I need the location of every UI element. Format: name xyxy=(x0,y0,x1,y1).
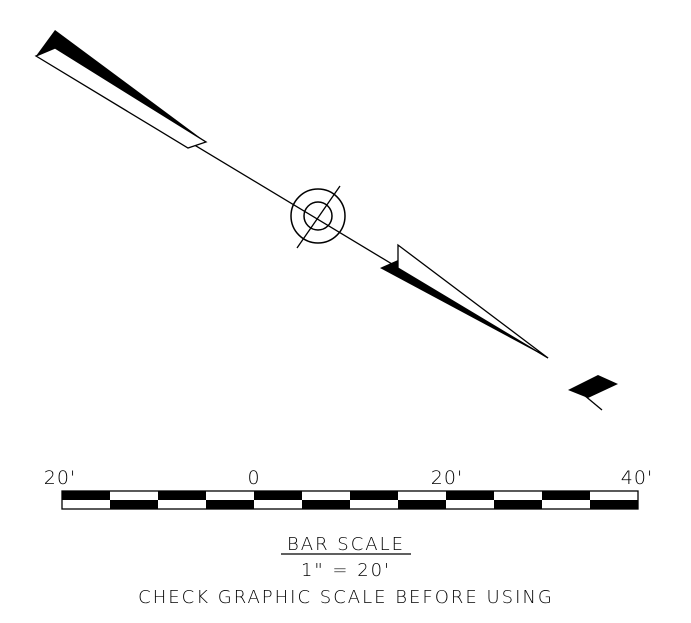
scale-bar xyxy=(61,490,639,510)
scale-segment-lower xyxy=(446,500,494,509)
scale-segment-upper xyxy=(542,491,590,500)
tick-label: 20' xyxy=(44,467,76,489)
scale-segment-lower xyxy=(62,500,110,509)
tick-label: 0 xyxy=(247,467,260,489)
scale-segment-upper xyxy=(398,491,446,500)
scale-segment-upper xyxy=(350,491,398,500)
scale-title: BAR SCALE xyxy=(287,534,405,555)
scale-segment-upper xyxy=(302,491,350,500)
arrowhead-outline xyxy=(397,243,549,359)
scale-segment-lower xyxy=(254,500,302,509)
scale-segment-upper xyxy=(446,491,494,500)
scale-segment-lower xyxy=(206,500,254,509)
tick-label: 40' xyxy=(621,467,653,489)
scale-segment-lower xyxy=(494,500,542,509)
tick-label: 20' xyxy=(431,467,463,489)
north-mark xyxy=(568,375,618,398)
scale-segment-upper xyxy=(494,491,542,500)
scale-segment-upper xyxy=(590,491,638,500)
scale-segment-lower xyxy=(158,500,206,509)
scale-note: CHECK GRAPHIC SCALE BEFORE USING xyxy=(138,587,554,608)
scale-ratio: 1" = 20' xyxy=(301,560,391,581)
scale-segment-lower xyxy=(110,500,158,509)
north-mark-stem xyxy=(577,389,603,411)
scale-segment-upper xyxy=(158,491,206,500)
center-inner-ring xyxy=(303,201,333,231)
scale-segment-lower xyxy=(350,500,398,509)
scale-segment-upper xyxy=(206,491,254,500)
scale-segment-upper xyxy=(62,491,110,500)
north-arrow-icon xyxy=(34,30,618,411)
scale-segment-lower xyxy=(590,500,638,509)
scale-segment-lower xyxy=(302,500,350,509)
scale-bar-border xyxy=(61,490,639,510)
tail-feather-outline xyxy=(34,47,208,149)
center-crosshair xyxy=(296,185,341,249)
scale-segment-lower xyxy=(542,500,590,509)
center-outer-ring xyxy=(290,188,346,244)
scale-segment-upper xyxy=(110,491,158,500)
scale-segment-lower xyxy=(398,500,446,509)
scale-segment-upper xyxy=(254,491,302,500)
bar-scale: 20' 0 20' 40' BAR SCALE 1" = 20' CHECK G… xyxy=(44,467,653,608)
